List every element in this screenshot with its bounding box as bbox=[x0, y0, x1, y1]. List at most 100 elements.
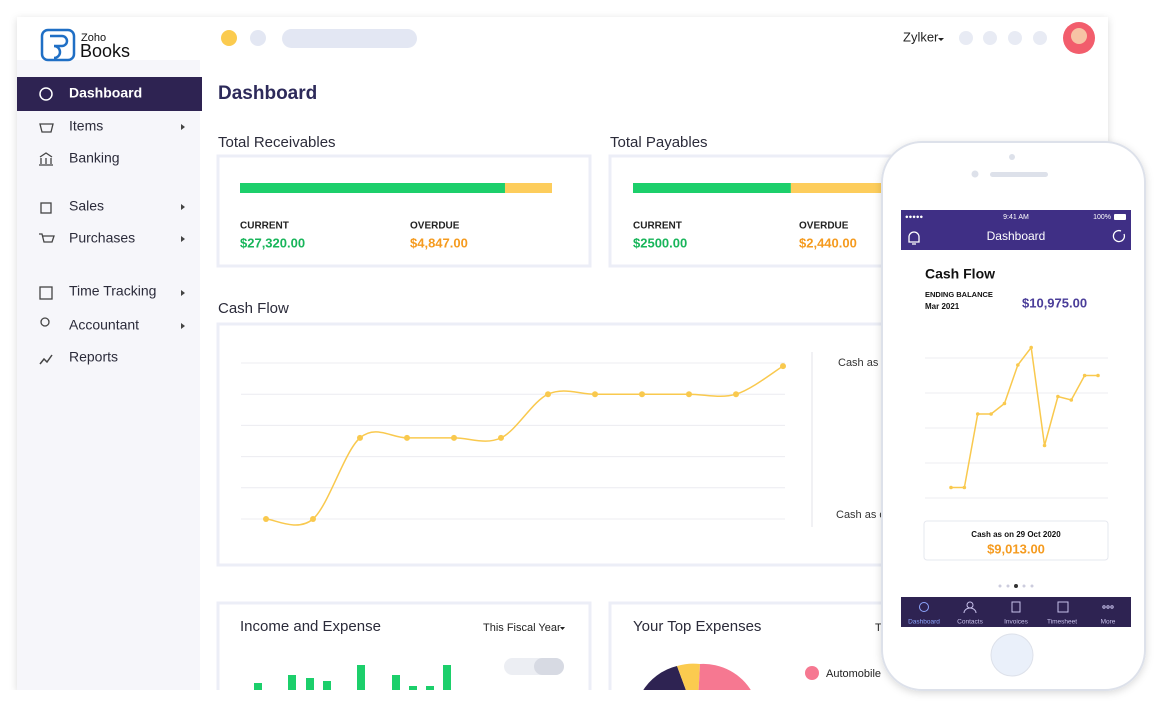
card-title: Total Payables bbox=[610, 134, 708, 151]
pager bbox=[998, 584, 1034, 588]
icon-dot[interactable] bbox=[959, 31, 973, 45]
bar bbox=[323, 681, 331, 690]
card-title: Total Receivables bbox=[218, 134, 336, 151]
toggle-knob bbox=[534, 658, 564, 675]
label: OVERDUE bbox=[799, 221, 849, 232]
side-label: Cash as o bbox=[838, 357, 888, 369]
period-select[interactable]: This Fiscal Year bbox=[483, 622, 561, 634]
amount: $9,013.00 bbox=[987, 541, 1045, 556]
line bbox=[951, 345, 1098, 489]
amount: $4,847.00 bbox=[410, 235, 468, 250]
icon bbox=[39, 233, 55, 243]
card bbox=[216, 322, 932, 567]
label: Mar 2021 bbox=[925, 302, 960, 311]
menu-item[interactable]: Sales bbox=[69, 198, 104, 214]
point bbox=[404, 434, 410, 441]
phone-chart bbox=[925, 345, 1108, 499]
icon-dot[interactable] bbox=[1008, 31, 1022, 45]
camera bbox=[971, 170, 979, 178]
point bbox=[545, 391, 551, 398]
point bbox=[1042, 443, 1047, 448]
menu-item[interactable]: Reports bbox=[69, 349, 118, 365]
icon bbox=[39, 152, 53, 166]
tab-icons bbox=[919, 601, 1114, 614]
page-title: Dashboard bbox=[218, 83, 317, 104]
icon bbox=[40, 317, 50, 327]
logo-small: Zoho bbox=[81, 32, 106, 44]
menu-item[interactable]: Banking bbox=[69, 150, 120, 166]
card-title: Cash Flow bbox=[925, 266, 995, 282]
tab-label[interactable]: More bbox=[1101, 619, 1116, 626]
point bbox=[1016, 363, 1020, 367]
icon bbox=[39, 123, 54, 133]
sensor bbox=[1009, 154, 1015, 160]
point bbox=[1069, 398, 1074, 402]
icon bbox=[39, 354, 53, 365]
home-button[interactable] bbox=[990, 633, 1034, 677]
bar-current bbox=[240, 183, 505, 193]
dot bbox=[221, 30, 237, 46]
point bbox=[1056, 394, 1060, 399]
tab-label[interactable]: Dashboard bbox=[908, 619, 940, 626]
speaker bbox=[990, 172, 1048, 177]
active-item[interactable] bbox=[17, 77, 202, 111]
point bbox=[357, 434, 363, 441]
icon-dot[interactable] bbox=[983, 31, 997, 45]
period-select[interactable]: T bbox=[875, 622, 882, 634]
icon-dot[interactable] bbox=[1033, 31, 1047, 45]
point bbox=[263, 516, 269, 522]
point bbox=[780, 363, 786, 370]
menu-item[interactable]: Accountant bbox=[69, 317, 139, 333]
point bbox=[1096, 373, 1100, 378]
bar bbox=[288, 675, 296, 690]
bell-icon[interactable] bbox=[908, 231, 920, 245]
bottom-mask bbox=[0, 690, 1161, 706]
point bbox=[592, 391, 598, 398]
status-battery: 100% bbox=[1093, 214, 1111, 221]
point bbox=[686, 391, 692, 398]
bar-overdue bbox=[790, 183, 945, 193]
bar-overdue bbox=[504, 183, 552, 193]
point bbox=[949, 485, 953, 490]
legend-label: Automobile bbox=[826, 668, 881, 680]
bar bbox=[357, 665, 365, 690]
phone-title: Dashboard bbox=[987, 229, 1046, 243]
legend-dot bbox=[805, 666, 819, 680]
tab-label[interactable]: Invoices bbox=[1004, 619, 1029, 626]
bar bbox=[426, 686, 434, 690]
search-bar[interactable] bbox=[282, 29, 417, 48]
amount: $2,440.00 bbox=[799, 235, 857, 250]
card-title: Cash Flow bbox=[218, 300, 289, 317]
point bbox=[451, 434, 457, 441]
card-title: Your Top Expenses bbox=[633, 618, 761, 635]
point bbox=[989, 412, 993, 416]
card-title: Income and Expense bbox=[240, 618, 381, 635]
status-time: 9:41 AM bbox=[1003, 214, 1029, 221]
label: ENDING BALANCE bbox=[925, 290, 993, 299]
card bbox=[216, 154, 592, 268]
tab-label[interactable]: Contacts bbox=[957, 619, 983, 626]
label: OVERDUE bbox=[410, 221, 460, 232]
menu-item[interactable]: Time Tracking bbox=[69, 283, 156, 299]
bar bbox=[306, 678, 314, 690]
user-name[interactable]: Zylker bbox=[903, 29, 939, 44]
menu-item[interactable]: Items bbox=[69, 118, 103, 134]
amount: $27,320.00 bbox=[240, 235, 305, 250]
caret bbox=[938, 38, 944, 41]
side-label: Cash as o bbox=[836, 509, 886, 521]
point bbox=[310, 516, 316, 522]
icon bbox=[39, 87, 53, 101]
label: CURRENT bbox=[633, 221, 682, 232]
amount: $2500.00 bbox=[633, 235, 687, 250]
logo-text: Books bbox=[80, 41, 130, 61]
cash-box bbox=[923, 520, 1109, 561]
charts bbox=[241, 362, 786, 690]
label: Cash as on 29 Oct 2020 bbox=[971, 530, 1061, 539]
point bbox=[1002, 401, 1007, 406]
tab-label[interactable]: Timesheet bbox=[1047, 619, 1077, 626]
menu-item[interactable]: Dashboard bbox=[69, 85, 142, 101]
menu-item[interactable]: Purchases bbox=[69, 230, 135, 246]
refresh-icon[interactable] bbox=[1112, 229, 1126, 243]
point bbox=[975, 412, 980, 416]
